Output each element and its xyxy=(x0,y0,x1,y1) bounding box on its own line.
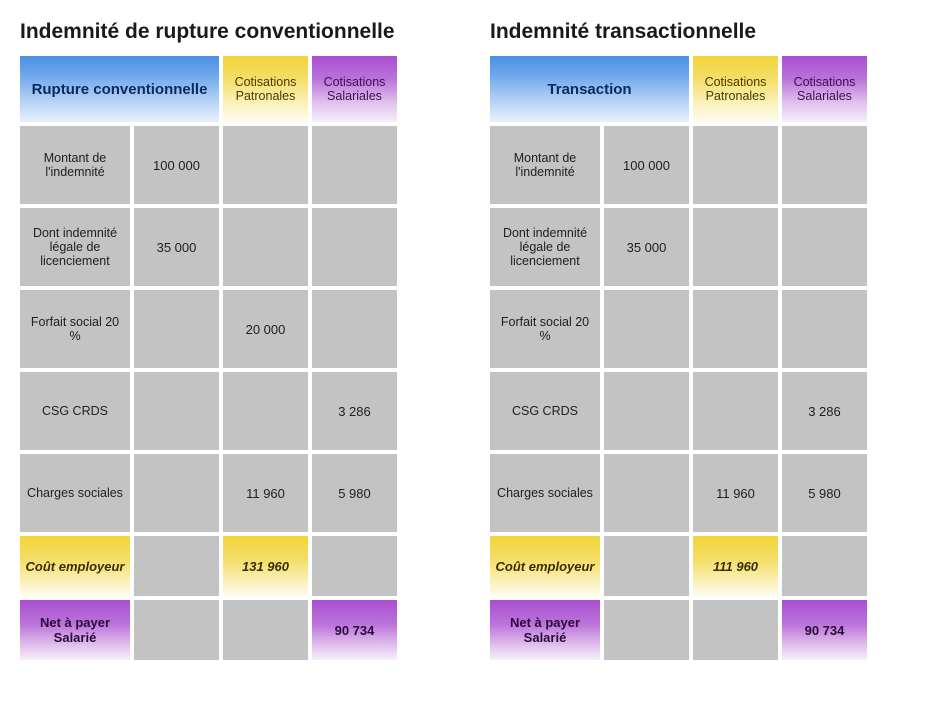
row-patronales xyxy=(693,208,778,286)
row-label: Forfait social 20 % xyxy=(490,290,600,368)
row-salariales xyxy=(782,208,867,286)
row-salariales: 3 286 xyxy=(312,372,397,450)
row-patronales xyxy=(223,372,308,450)
row-salariales: 5 980 xyxy=(782,454,867,532)
title-transaction: Indemnité transactionnelle xyxy=(490,20,920,44)
summary-net-label: Net à payer Salarié xyxy=(490,600,600,660)
summary-net-salariales: 90 734 xyxy=(782,600,867,660)
row-salariales xyxy=(782,290,867,368)
row-amount: 100 000 xyxy=(604,126,689,204)
table-rupture: Rupture conventionnelle Cotisations Patr… xyxy=(20,56,450,660)
summary-employer-amount xyxy=(604,536,689,596)
header-salariales: Cotisations Salariales xyxy=(782,56,867,122)
row-amount: 35 000 xyxy=(134,208,219,286)
summary-employer-amount xyxy=(134,536,219,596)
row-amount xyxy=(604,290,689,368)
summary-net-amount xyxy=(134,600,219,660)
row-patronales xyxy=(693,126,778,204)
row-amount: 100 000 xyxy=(134,126,219,204)
row-amount: 35 000 xyxy=(604,208,689,286)
row-amount xyxy=(134,372,219,450)
row-patronales xyxy=(693,372,778,450)
row-label: CSG CRDS xyxy=(20,372,130,450)
header-patronales: Cotisations Patronales xyxy=(693,56,778,122)
row-patronales xyxy=(223,208,308,286)
summary-employer-salariales xyxy=(782,536,867,596)
row-patronales: 20 000 xyxy=(223,290,308,368)
row-label: Dont indemnité légale de licenciement xyxy=(20,208,130,286)
row-salariales: 3 286 xyxy=(782,372,867,450)
row-amount xyxy=(134,454,219,532)
header-main: Transaction xyxy=(490,56,689,122)
panel-transaction: Indemnité transactionnelle Transaction C… xyxy=(490,20,920,660)
row-amount xyxy=(604,454,689,532)
row-label: CSG CRDS xyxy=(490,372,600,450)
comparison-container: Indemnité de rupture conventionnelle Rup… xyxy=(20,20,920,660)
summary-employer-label: Coût employeur xyxy=(490,536,600,596)
row-label: Charges sociales xyxy=(490,454,600,532)
summary-net-amount xyxy=(604,600,689,660)
row-label: Dont indemnité légale de licenciement xyxy=(490,208,600,286)
row-patronales: 11 960 xyxy=(693,454,778,532)
summary-net-patronales xyxy=(223,600,308,660)
summary-net-salariales: 90 734 xyxy=(312,600,397,660)
row-amount xyxy=(604,372,689,450)
row-salariales: 5 980 xyxy=(312,454,397,532)
summary-employer-label: Coût employeur xyxy=(20,536,130,596)
summary-employer-patronales: 111 960 xyxy=(693,536,778,596)
header-salariales: Cotisations Salariales xyxy=(312,56,397,122)
row-label: Montant de l'indemnité xyxy=(490,126,600,204)
row-label: Charges sociales xyxy=(20,454,130,532)
row-salariales xyxy=(312,208,397,286)
panel-rupture: Indemnité de rupture conventionnelle Rup… xyxy=(20,20,450,660)
row-salariales xyxy=(782,126,867,204)
summary-net-patronales xyxy=(693,600,778,660)
row-salariales xyxy=(312,126,397,204)
row-label: Forfait social 20 % xyxy=(20,290,130,368)
row-patronales xyxy=(693,290,778,368)
row-patronales xyxy=(223,126,308,204)
table-transaction: Transaction Cotisations Patronales Cotis… xyxy=(490,56,920,660)
row-amount xyxy=(134,290,219,368)
summary-net-label: Net à payer Salarié xyxy=(20,600,130,660)
row-salariales xyxy=(312,290,397,368)
title-rupture: Indemnité de rupture conventionnelle xyxy=(20,20,450,44)
summary-employer-salariales xyxy=(312,536,397,596)
row-patronales: 11 960 xyxy=(223,454,308,532)
summary-employer-patronales: 131 960 xyxy=(223,536,308,596)
header-patronales: Cotisations Patronales xyxy=(223,56,308,122)
row-label: Montant de l'indemnité xyxy=(20,126,130,204)
header-main: Rupture conventionnelle xyxy=(20,56,219,122)
